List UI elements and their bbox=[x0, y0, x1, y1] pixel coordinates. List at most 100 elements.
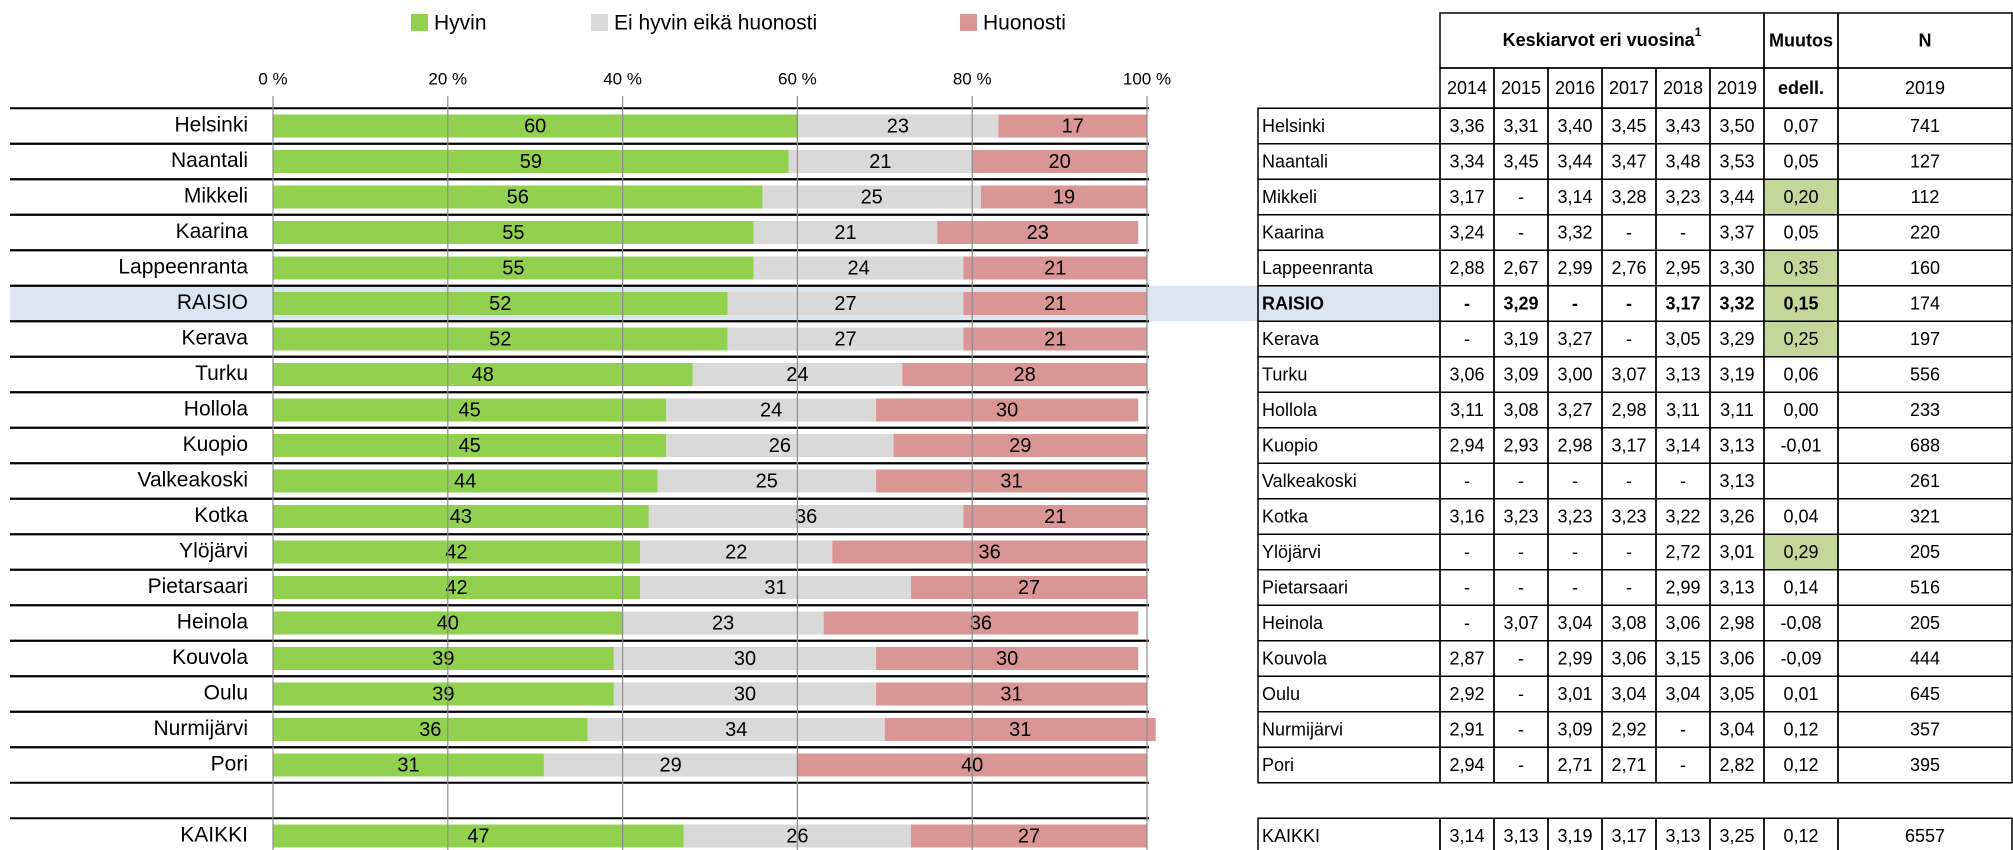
row-name: Kouvola bbox=[1262, 648, 1328, 668]
year-value: 2,92 bbox=[1449, 684, 1484, 704]
bar-segment bbox=[273, 185, 763, 209]
bar-segment bbox=[911, 576, 1147, 599]
n-value: 261 bbox=[1910, 471, 1940, 491]
bar-value-label: 39 bbox=[432, 648, 454, 670]
year-value: 3,08 bbox=[1611, 613, 1646, 633]
row-name: Valkeakoski bbox=[1262, 471, 1357, 491]
year-value: 3,40 bbox=[1557, 116, 1592, 136]
table-title: Keskiarvot eri vuosina1 bbox=[1503, 25, 1702, 50]
year-value: - bbox=[1518, 684, 1524, 704]
bar-segment bbox=[273, 505, 649, 528]
bar-segment bbox=[640, 540, 833, 564]
bar-value-label: 36 bbox=[419, 719, 441, 741]
bar-segment bbox=[273, 221, 754, 244]
row-name-cell bbox=[1257, 285, 1441, 322]
year-value: - bbox=[1518, 755, 1524, 775]
n-value: 160 bbox=[1910, 258, 1940, 278]
change-value-cell bbox=[1763, 249, 1839, 287]
year-value: 3,45 bbox=[1611, 116, 1646, 136]
change-value: 0,15 bbox=[1783, 293, 1818, 313]
year-value: 2,72 bbox=[1665, 542, 1700, 562]
bar-segment bbox=[666, 434, 894, 457]
bar-segment bbox=[273, 256, 754, 280]
year-value: - bbox=[1572, 577, 1578, 597]
bar-segment bbox=[273, 682, 614, 706]
bar-value-label: 56 bbox=[507, 186, 529, 208]
legend-label: Hyvin bbox=[434, 12, 487, 35]
bar-value-label: 27 bbox=[834, 293, 856, 315]
year-value: 3,13 bbox=[1719, 435, 1754, 455]
x-tick-label: 0 % bbox=[258, 69, 287, 88]
year-value: - bbox=[1680, 471, 1686, 491]
change-value: 0,00 bbox=[1783, 400, 1818, 420]
change-header: Muutos bbox=[1769, 30, 1833, 50]
bar-value-label: 31 bbox=[397, 754, 419, 776]
bar-segment bbox=[893, 434, 1147, 457]
year-value: 3,16 bbox=[1449, 506, 1484, 526]
bar-segment bbox=[876, 647, 1139, 670]
bar-value-label: 30 bbox=[996, 399, 1018, 421]
bar-segment bbox=[273, 718, 588, 741]
year-value: 2,99 bbox=[1557, 648, 1592, 668]
n-value: 395 bbox=[1910, 755, 1940, 775]
bar-value-label: 31 bbox=[1000, 470, 1022, 492]
year-value: 2,94 bbox=[1449, 435, 1484, 455]
year-value: 3,23 bbox=[1503, 506, 1538, 526]
n-value: 233 bbox=[1910, 400, 1940, 420]
bar-segment bbox=[587, 718, 885, 741]
year-value: - bbox=[1572, 293, 1578, 313]
year-header: 2019 bbox=[1717, 78, 1757, 98]
year-value: 3,17 bbox=[1449, 187, 1484, 207]
bar-value-label: 21 bbox=[1044, 257, 1066, 279]
bar-segment bbox=[963, 327, 1147, 351]
year-value: 2,94 bbox=[1449, 755, 1484, 775]
year-header: 2015 bbox=[1501, 78, 1541, 98]
bar-segment bbox=[613, 647, 877, 670]
year-value: 3,04 bbox=[1719, 719, 1754, 739]
year-value: - bbox=[1518, 542, 1524, 562]
bar-value-label: 48 bbox=[472, 364, 494, 386]
year-value: - bbox=[1626, 222, 1632, 242]
bar-segment bbox=[963, 292, 1147, 315]
year-value: - bbox=[1626, 577, 1632, 597]
year-value: 3,27 bbox=[1557, 329, 1592, 349]
year-value: 3,44 bbox=[1719, 187, 1754, 207]
change-value: 0,01 bbox=[1783, 684, 1818, 704]
bar-value-label: 36 bbox=[795, 506, 817, 528]
year-value: 2,99 bbox=[1557, 258, 1592, 278]
bar-segment bbox=[797, 114, 999, 138]
bar-value-label: 21 bbox=[1044, 506, 1066, 528]
row-name: RAISIO bbox=[1262, 293, 1324, 313]
bar-value-label: 30 bbox=[734, 648, 756, 670]
bar-value-label: 29 bbox=[1009, 435, 1031, 457]
year-value: 2,87 bbox=[1449, 648, 1484, 668]
year-value: 3,05 bbox=[1719, 684, 1754, 704]
year-value: - bbox=[1464, 613, 1470, 633]
year-value: 3,09 bbox=[1557, 719, 1592, 739]
year-value: 3,09 bbox=[1503, 364, 1538, 384]
category-label: Nurmijärvi bbox=[154, 717, 249, 740]
legend-swatch bbox=[591, 14, 608, 31]
change-value: 0,12 bbox=[1783, 719, 1818, 739]
year-value: 3,19 bbox=[1503, 329, 1538, 349]
n-value: 357 bbox=[1910, 719, 1940, 739]
year-value: 3,23 bbox=[1665, 187, 1700, 207]
n-value: 688 bbox=[1910, 435, 1940, 455]
row-name: Kerava bbox=[1262, 329, 1320, 349]
bar-value-label: 31 bbox=[1000, 683, 1022, 705]
n-value: 444 bbox=[1910, 648, 1940, 668]
bar-value-label: 27 bbox=[834, 328, 856, 350]
year-value: 2,71 bbox=[1557, 755, 1592, 775]
row-name: Pori bbox=[1262, 755, 1294, 775]
bar-segment bbox=[273, 150, 789, 173]
bar-value-label: 52 bbox=[489, 293, 511, 315]
year-value: 3,17 bbox=[1611, 826, 1646, 846]
bar-segment bbox=[727, 327, 964, 351]
bar-segment bbox=[963, 505, 1147, 528]
year-value: 3,14 bbox=[1449, 826, 1484, 846]
category-label: Valkeakoski bbox=[138, 469, 249, 492]
bar-value-label: 25 bbox=[861, 186, 883, 208]
category-label: Pori bbox=[211, 753, 248, 776]
bar-value-label: 30 bbox=[996, 648, 1018, 670]
